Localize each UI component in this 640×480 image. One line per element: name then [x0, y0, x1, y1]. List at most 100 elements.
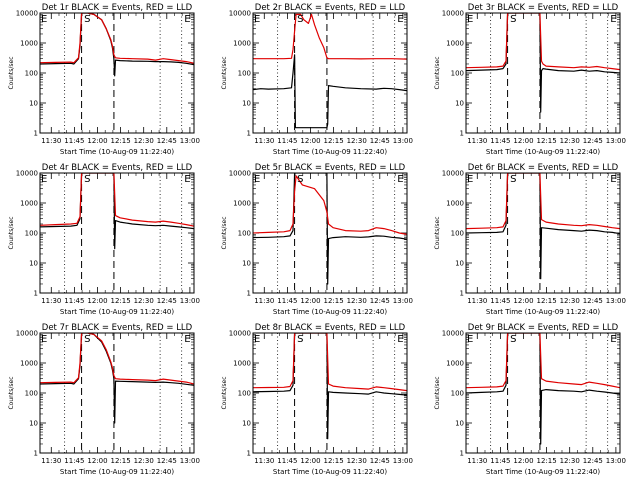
series-group [253, 13, 407, 129]
x-tick-label: 12:30 [347, 297, 367, 305]
series-group [253, 173, 407, 285]
y-tick-label: 10 [242, 420, 251, 428]
marker-label-e: E [254, 174, 260, 185]
x-tick-label: 12:15 [536, 137, 556, 145]
series-line-events [466, 13, 620, 113]
y-tick-label: 10000 [16, 10, 38, 18]
x-axis-label: Start Time (10-Aug-09 11:22:40) [60, 468, 174, 476]
marker-label-s: S [84, 14, 90, 25]
x-tick-label: 11:45 [490, 297, 510, 305]
x-tick-label: 12:15 [536, 457, 556, 465]
chart-title: Det 7r BLACK = Events, RED = LLD [42, 323, 193, 333]
series-line-lld [40, 333, 194, 385]
series-line-lld [40, 13, 194, 64]
x-tick-label: 12:30 [560, 137, 580, 145]
y-tick-label: 1 [247, 290, 251, 298]
chart-panel-2: Det 2r BLACK = Events, RED = LLD Counts/s… [221, 3, 413, 156]
x-tick-label: 12:15 [323, 137, 343, 145]
y-tick-label: 10000 [16, 330, 38, 338]
y-tick-label: 10000 [16, 170, 38, 178]
marker-label-s: S [84, 334, 90, 345]
series-line-events [466, 173, 620, 280]
x-axis-label: Start Time (10-Aug-09 11:22:40) [486, 468, 600, 476]
y-axis-label: Counts/sec [221, 216, 228, 249]
marker-label-e: E [467, 14, 473, 25]
chart-panel-1: Det 1r BLACK = Events, RED = LLD Counts/s… [8, 3, 200, 156]
y-tick-label: 1 [460, 450, 464, 458]
y-tick-label: 10000 [229, 330, 251, 338]
x-tick-label: 12:45 [157, 297, 177, 305]
marker-label-s: S [297, 174, 303, 185]
series-group [466, 13, 620, 113]
y-tick-label: 100 [25, 70, 38, 78]
y-tick-label: 10 [29, 420, 38, 428]
y-tick-label: 100 [238, 70, 251, 78]
chart-title: Det 2r BLACK = Events, RED = LLD [255, 3, 406, 13]
x-tick-label: 12:00 [300, 297, 320, 305]
y-tick-label: 10000 [229, 10, 251, 18]
y-tick-label: 10000 [442, 170, 464, 178]
x-tick-label: 12:45 [583, 137, 603, 145]
y-tick-label: 1000 [446, 360, 464, 368]
y-tick-label: 1000 [446, 40, 464, 48]
plot-frame [465, 12, 621, 134]
x-tick-label: 12:45 [157, 457, 177, 465]
x-tick-label: 12:30 [134, 137, 154, 145]
y-tick-label: 10 [455, 260, 464, 268]
x-tick-label: 11:45 [277, 137, 297, 145]
x-tick-label: 11:30 [41, 457, 61, 465]
x-tick-label: 12:15 [323, 457, 343, 465]
series-line-lld [466, 13, 620, 71]
plot-frame [39, 172, 195, 294]
x-axis-label: Start Time (10-Aug-09 11:22:40) [273, 468, 387, 476]
marker-label-e: E [610, 14, 616, 25]
y-tick-label: 10 [29, 100, 38, 108]
x-tick-label: 11:30 [254, 297, 274, 305]
x-tick-label: 12:15 [110, 137, 130, 145]
x-tick-label: 13:00 [606, 297, 626, 305]
plot-frame [252, 12, 408, 134]
y-tick-label: 10 [455, 420, 464, 428]
y-tick-label: 1000 [446, 200, 464, 208]
x-tick-label: 12:15 [110, 297, 130, 305]
marker-label-e: E [41, 14, 47, 25]
x-tick-label: 11:30 [467, 137, 487, 145]
x-tick-label: 12:45 [370, 457, 390, 465]
y-tick-label: 10 [29, 260, 38, 268]
y-tick-label: 1 [460, 130, 464, 138]
x-tick-label: 11:30 [41, 297, 61, 305]
marker-label-e: E [397, 174, 403, 185]
series-group [40, 13, 194, 77]
y-tick-label: 1000 [20, 40, 38, 48]
x-tick-label: 12:30 [134, 297, 154, 305]
x-tick-label: 11:45 [490, 457, 510, 465]
x-tick-label: 12:00 [513, 457, 533, 465]
y-tick-label: 100 [238, 390, 251, 398]
x-tick-label: 11:45 [277, 297, 297, 305]
marker-label-e: E [254, 334, 260, 345]
y-tick-label: 1 [247, 130, 251, 138]
x-tick-label: 11:30 [467, 457, 487, 465]
marker-label-s: S [510, 174, 516, 185]
y-axis-label: Counts/sec [434, 56, 441, 89]
chart-panel-8: Det 8r BLACK = Events, RED = LLD Counts/s… [221, 323, 413, 476]
y-tick-label: 1000 [233, 200, 251, 208]
chart-panel-6: Det 6r BLACK = Events, RED = LLD Counts/s… [434, 163, 626, 316]
y-axis-label: Counts/sec [8, 216, 15, 249]
chart-title: Det 3r BLACK = Events, RED = LLD [468, 3, 619, 13]
chart-title: Det 1r BLACK = Events, RED = LLD [42, 3, 193, 13]
x-tick-label: 13:00 [393, 457, 413, 465]
series-group [253, 333, 407, 440]
y-tick-label: 10000 [442, 330, 464, 338]
x-tick-label: 11:30 [254, 457, 274, 465]
x-tick-label: 11:30 [467, 297, 487, 305]
x-tick-label: 11:30 [41, 137, 61, 145]
series-line-events [466, 333, 620, 445]
y-tick-label: 1000 [20, 360, 38, 368]
plot-frame [465, 332, 621, 454]
plot-frame [465, 172, 621, 294]
x-tick-label: 13:00 [393, 297, 413, 305]
y-tick-label: 10 [455, 100, 464, 108]
series-line-lld [253, 13, 407, 60]
chart-title: Det 4r BLACK = Events, RED = LLD [42, 163, 193, 173]
